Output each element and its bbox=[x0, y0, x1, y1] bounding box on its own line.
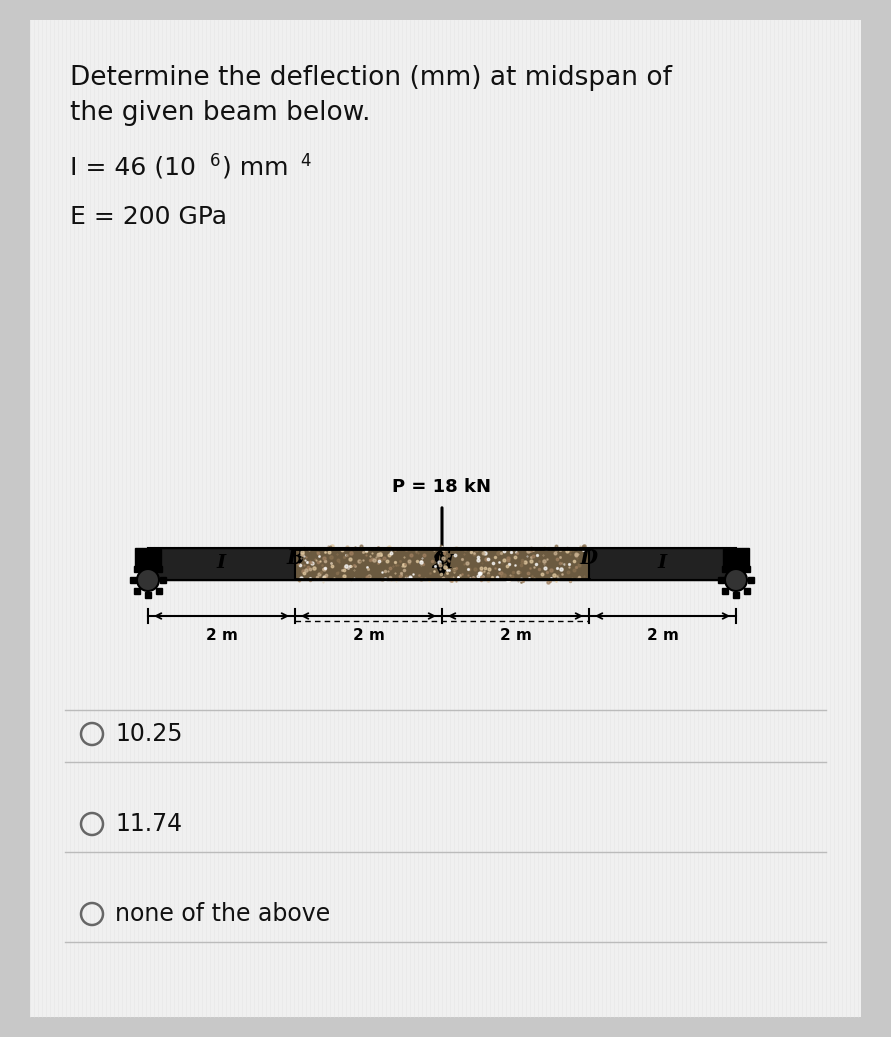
Text: ) mm: ) mm bbox=[222, 155, 289, 179]
Text: 2 m: 2 m bbox=[206, 628, 237, 643]
Text: C: C bbox=[434, 548, 450, 568]
Text: I: I bbox=[658, 554, 667, 572]
Text: 2I: 2I bbox=[430, 554, 454, 572]
Text: A: A bbox=[140, 548, 156, 568]
Text: 2 m: 2 m bbox=[353, 628, 384, 643]
Text: B: B bbox=[286, 548, 304, 568]
Bar bbox=[733, 562, 739, 568]
Text: 2 m: 2 m bbox=[647, 628, 678, 643]
Bar bbox=[145, 562, 151, 568]
Text: 10.25: 10.25 bbox=[115, 722, 183, 746]
Bar bbox=[156, 566, 161, 572]
Bar bbox=[718, 577, 724, 583]
Bar bbox=[160, 577, 166, 583]
Circle shape bbox=[137, 569, 159, 591]
Text: E = 200 GPa: E = 200 GPa bbox=[70, 205, 227, 229]
Text: E: E bbox=[728, 548, 744, 568]
Text: D: D bbox=[580, 548, 598, 568]
Bar bbox=[130, 577, 136, 583]
Text: 4: 4 bbox=[300, 152, 310, 170]
Bar bbox=[295, 548, 589, 580]
Text: 6: 6 bbox=[210, 152, 220, 170]
Text: 11.74: 11.74 bbox=[115, 812, 182, 836]
Circle shape bbox=[725, 569, 747, 591]
Bar bbox=[156, 588, 161, 593]
Text: I: I bbox=[217, 554, 226, 572]
Text: I = 46 (10: I = 46 (10 bbox=[70, 155, 196, 179]
Text: none of the above: none of the above bbox=[115, 902, 331, 926]
Bar bbox=[733, 592, 739, 598]
Bar bbox=[135, 566, 141, 572]
Bar bbox=[744, 588, 749, 593]
Bar bbox=[723, 548, 749, 570]
Bar bbox=[148, 548, 736, 580]
Bar bbox=[723, 566, 729, 572]
Text: 2 m: 2 m bbox=[500, 628, 531, 643]
Text: the given beam below.: the given beam below. bbox=[70, 100, 371, 127]
Bar bbox=[748, 577, 754, 583]
Bar bbox=[145, 592, 151, 598]
Text: P = 18 kN: P = 18 kN bbox=[393, 478, 492, 496]
Bar bbox=[744, 566, 749, 572]
Text: Determine the deflection (mm) at midspan of: Determine the deflection (mm) at midspan… bbox=[70, 65, 672, 91]
Bar bbox=[135, 588, 141, 593]
Bar bbox=[723, 588, 729, 593]
Bar bbox=[135, 548, 161, 570]
